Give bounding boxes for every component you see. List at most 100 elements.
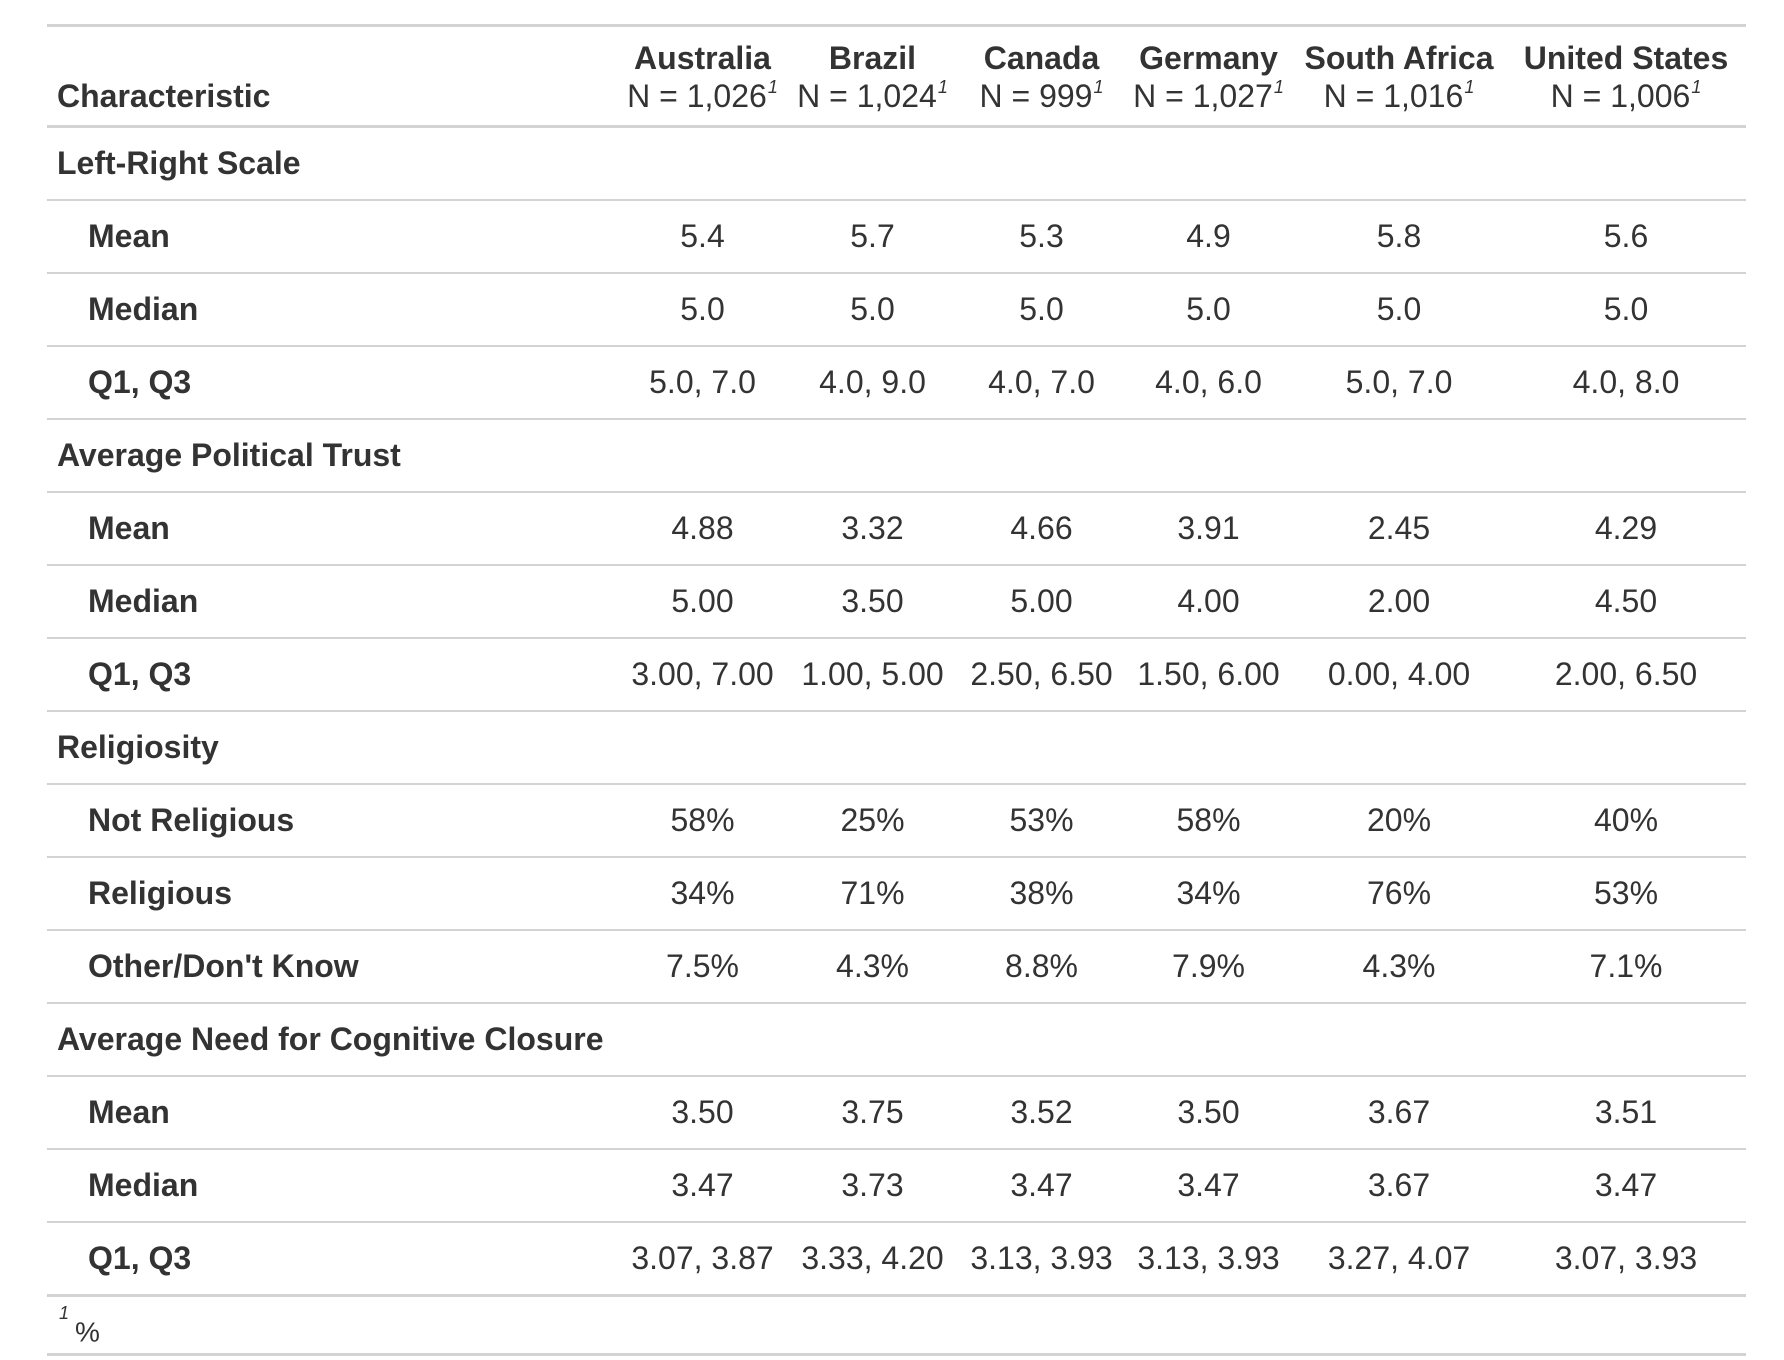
column-header-australia: Australia N = 1,0261 — [618, 25, 787, 128]
table-cell: 4.0, 8.0 — [1506, 346, 1746, 420]
column-header-brazil: Brazil N = 1,0241 — [787, 25, 958, 128]
row-label: Mean — [47, 492, 618, 566]
table-cell: 5.0, 7.0 — [618, 346, 787, 420]
group-label: Average Need for Cognitive Closure — [47, 1003, 1746, 1077]
table-cell: 7.9% — [1125, 930, 1292, 1004]
table-cell: 3.51 — [1506, 1076, 1746, 1150]
table-cell: 3.75 — [787, 1076, 958, 1150]
column-header-united-states: United States N = 1,0061 — [1506, 25, 1746, 128]
row-label: Other/Don't Know — [47, 930, 618, 1004]
table-cell: 4.9 — [1125, 200, 1292, 274]
group-row-average-political-trust: Average Political Trust — [47, 419, 1746, 493]
column-n: N = 1,0271 — [1133, 77, 1284, 114]
table-cell: 7.1% — [1506, 930, 1746, 1004]
table-cell: 5.7 — [787, 200, 958, 274]
table-row: Mean 5.4 5.7 5.3 4.9 5.8 5.6 — [47, 200, 1746, 274]
footnote-marker: 1 — [1464, 77, 1475, 97]
table-cell: 3.07, 3.93 — [1554, 1240, 1698, 1276]
table-cell: 3.73 — [787, 1149, 958, 1223]
row-label: Median — [47, 1149, 618, 1223]
row-label: Median — [47, 273, 618, 347]
column-header-south-africa: South Africa N = 1,0161 — [1292, 25, 1506, 128]
table-cell: 2.00 — [1292, 565, 1506, 639]
header-row: Characteristic Australia N = 1,0261 Braz… — [47, 25, 1746, 128]
table-cell: 0.00, 4.00 — [1292, 638, 1506, 712]
group-row-religiosity: Religiosity — [47, 711, 1746, 785]
table-cell: 34% — [618, 857, 787, 931]
table-cell: 4.66 — [958, 492, 1125, 566]
table-cell: 3.47 — [958, 1149, 1125, 1223]
row-label: Median — [47, 565, 618, 639]
table-cell: 5.00 — [618, 565, 787, 639]
table-row: Religious 34% 71% 38% 34% 76% 53% — [47, 857, 1746, 931]
table-row: Mean 3.50 3.75 3.52 3.50 3.67 3.51 — [47, 1076, 1746, 1150]
table-row: Q1, Q3 5.0, 7.0 4.0, 9.0 4.0, 7.0 4.0, 6… — [47, 346, 1746, 420]
table-cell: 8.8% — [958, 930, 1125, 1004]
table-cell: 3.52 — [958, 1076, 1125, 1150]
table-cell: 3.27, 4.07 — [1327, 1240, 1471, 1276]
column-n: N = 1,0161 — [1323, 77, 1475, 114]
table-cell: 3.47 — [1506, 1149, 1746, 1223]
table-cell: 5.0, 7.0 — [1292, 346, 1506, 420]
column-n: N = 1,0241 — [797, 77, 948, 114]
table-cell: 4.50 — [1506, 565, 1746, 639]
table-cell: 76% — [1292, 857, 1506, 931]
summary-table: Characteristic Australia N = 1,0261 Braz… — [47, 24, 1746, 1297]
table-cell: 5.4 — [618, 200, 787, 274]
row-label: Not Religious — [47, 784, 618, 858]
table-cell: 2.45 — [1292, 492, 1506, 566]
footnote-text: % — [75, 1316, 100, 1348]
row-label: Mean — [47, 1076, 618, 1150]
table-footnote: 1% — [47, 1297, 1746, 1356]
table-row: Median 3.47 3.73 3.47 3.47 3.67 3.47 — [47, 1149, 1746, 1223]
group-row-left-right-scale: Left-Right Scale — [47, 126, 1746, 201]
footnote-marker: 1 — [1691, 77, 1702, 97]
column-name: United States — [1523, 40, 1729, 76]
table-cell: 4.00 — [1125, 565, 1292, 639]
table-cell: 3.67 — [1292, 1076, 1506, 1150]
table-cell: 53% — [1506, 857, 1746, 931]
table-cell: 3.13, 3.93 — [970, 1240, 1113, 1276]
table-cell: 25% — [787, 784, 958, 858]
column-name: Brazil — [828, 40, 917, 76]
footnote-marker: 1 — [767, 77, 778, 97]
group-label: Religiosity — [47, 711, 1746, 785]
row-label: Q1, Q3 — [47, 346, 618, 420]
footnote-marker: 1 — [1093, 77, 1104, 97]
column-name: Canada — [983, 40, 1100, 76]
row-label: Mean — [47, 200, 618, 274]
table-cell: 3.50 — [1125, 1076, 1292, 1150]
table-cell: 4.0, 7.0 — [958, 346, 1125, 420]
table-cell: 3.67 — [1292, 1149, 1506, 1223]
table-row: Median 5.0 5.0 5.0 5.0 5.0 5.0 — [47, 273, 1746, 347]
group-label: Left-Right Scale — [47, 126, 1746, 201]
group-label: Average Political Trust — [47, 419, 1746, 493]
table-cell: 58% — [618, 784, 787, 858]
table-cell: 5.0 — [1292, 273, 1506, 347]
table-cell: 5.0 — [787, 273, 958, 347]
summary-table-container: Characteristic Australia N = 1,0261 Braz… — [47, 24, 1746, 1356]
table-cell: 5.0 — [958, 273, 1125, 347]
table-cell: 3.13, 3.93 — [1137, 1240, 1280, 1276]
table-cell: 3.47 — [1125, 1149, 1292, 1223]
table-cell: 58% — [1125, 784, 1292, 858]
table-cell: 2.50, 6.50 — [958, 638, 1125, 712]
table-cell: 38% — [958, 857, 1125, 931]
table-cell: 2.00, 6.50 — [1506, 638, 1746, 712]
table-cell: 1.50, 6.00 — [1125, 638, 1292, 712]
column-n: N = 1,0061 — [1550, 77, 1702, 114]
footnote-marker: 1 — [937, 77, 948, 97]
table-cell: 5.0 — [1125, 273, 1292, 347]
column-n: N = 9991 — [979, 77, 1104, 114]
column-name: South Africa — [1304, 40, 1494, 76]
table-cell: 3.47 — [618, 1149, 787, 1223]
table-row: Not Religious 58% 25% 53% 58% 20% 40% — [47, 784, 1746, 858]
table-cell: 5.3 — [958, 200, 1125, 274]
table-cell: 3.91 — [1125, 492, 1292, 566]
table-cell: 34% — [1125, 857, 1292, 931]
table-cell: 3.50 — [618, 1076, 787, 1150]
table-cell: 40% — [1506, 784, 1746, 858]
column-n: N = 1,0261 — [627, 77, 778, 114]
row-label: Q1, Q3 — [47, 638, 618, 712]
table-row: Q1, Q3 3.00, 7.00 1.00, 5.00 2.50, 6.50 … — [47, 638, 1746, 712]
